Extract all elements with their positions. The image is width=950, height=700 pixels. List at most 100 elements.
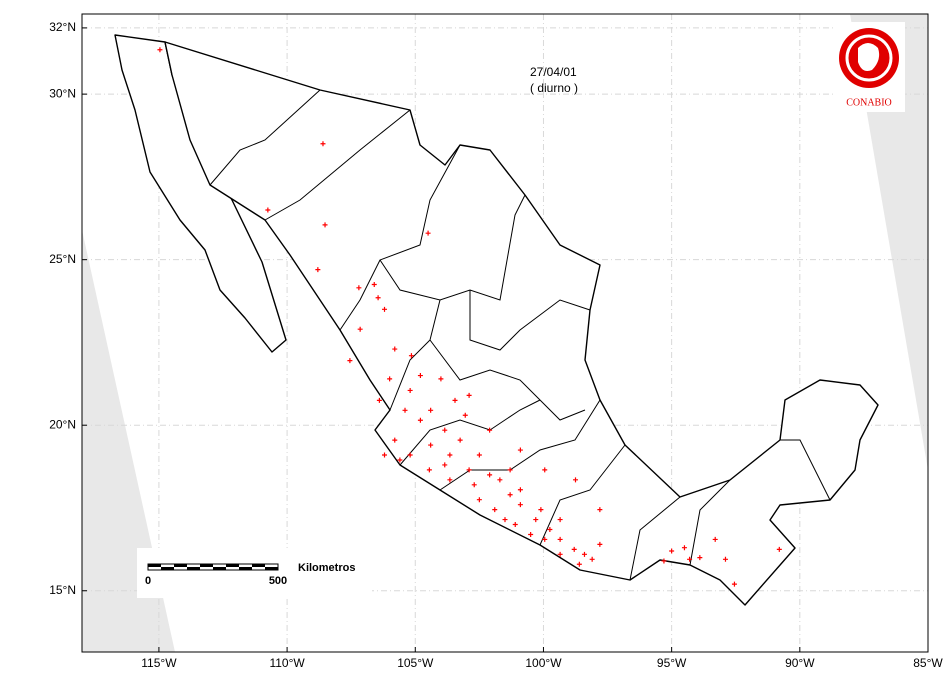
hotspot — [417, 373, 423, 379]
hotspot — [408, 353, 414, 359]
scale-box — [137, 548, 372, 598]
hotspot — [487, 472, 493, 478]
hotspot — [487, 427, 493, 433]
hotspot — [576, 561, 582, 567]
hotspot — [382, 306, 388, 312]
scale-bar-checks — [148, 564, 278, 570]
hotspot — [462, 412, 468, 418]
hotspot — [597, 541, 603, 547]
hotspot — [382, 452, 388, 458]
state-borders — [209, 89, 831, 581]
frame — [81, 13, 929, 653]
hotspot — [371, 281, 377, 287]
hotspot — [476, 452, 482, 458]
hotspot — [731, 581, 737, 587]
logo-text: CONABIO — [846, 97, 892, 108]
hotspot — [442, 462, 448, 468]
hotspot — [407, 452, 413, 458]
hotspot — [517, 502, 523, 508]
hotspot — [528, 531, 534, 537]
scale-bar: 0 500 Kilometros — [137, 548, 372, 598]
hotspot — [447, 452, 453, 458]
hotspot — [492, 507, 498, 513]
hotspot — [687, 556, 693, 562]
hotspot — [428, 407, 434, 413]
date-label: 27/04/01 — [530, 65, 577, 79]
swath-edge — [850, 14, 928, 470]
y-tick-label: 20°N — [49, 417, 76, 431]
hotspot — [347, 358, 353, 364]
hotspot — [417, 417, 423, 423]
hotspot — [697, 555, 703, 561]
hotspot — [397, 457, 403, 463]
x-tick-label: 100°W — [525, 656, 562, 670]
hotspot — [512, 522, 518, 528]
hotspot — [507, 467, 513, 473]
logo: CONABIO — [833, 22, 905, 112]
hotspot — [466, 392, 472, 398]
hotspot — [452, 397, 458, 403]
hotspot — [457, 437, 463, 443]
hotspot — [507, 492, 513, 498]
hotspot — [557, 536, 563, 542]
y-tick-label: 15°N — [49, 583, 76, 597]
hotspot — [392, 346, 398, 352]
hotspot — [315, 267, 321, 273]
hotspot — [466, 467, 472, 473]
hotspot — [573, 477, 578, 483]
hotspot — [547, 526, 553, 532]
hotspot — [517, 487, 523, 493]
hotspot — [681, 545, 687, 551]
hotspot — [442, 427, 448, 433]
hotspot — [425, 230, 431, 236]
scale-start: 0 — [145, 575, 151, 587]
x-tick-label: 90°W — [785, 656, 815, 670]
hotspot — [392, 437, 398, 443]
x-tick-label: 85°W — [913, 656, 943, 670]
hotspot — [557, 517, 563, 523]
hotspot — [712, 536, 718, 542]
y-tick-label: 32°N — [49, 20, 76, 34]
hotspot — [357, 326, 363, 332]
period-label: ( diurno ) — [530, 81, 578, 95]
x-tick-label: 95°W — [657, 656, 687, 670]
hotspot — [581, 551, 587, 557]
hotspot — [517, 447, 523, 453]
hotspot — [533, 517, 539, 523]
hotspot — [538, 507, 544, 513]
hotspots — [157, 47, 782, 587]
hotspot — [597, 507, 603, 513]
mexico-mainland — [164, 41, 879, 606]
hotspot — [589, 556, 595, 562]
hotspot — [502, 517, 508, 523]
scale-label: Kilometros — [298, 562, 355, 574]
hotspot — [542, 467, 548, 473]
hotspot — [669, 548, 675, 554]
hotspot — [375, 295, 381, 301]
hotspot — [542, 536, 548, 542]
hotspot — [722, 556, 728, 562]
hotspot — [407, 387, 413, 393]
hotspot — [426, 467, 432, 473]
y-tick-label: 25°N — [49, 252, 76, 266]
hotspot — [322, 222, 328, 228]
hotspot — [356, 285, 362, 291]
hotspot — [376, 397, 382, 403]
hotspot — [476, 497, 482, 503]
hotspot — [776, 546, 782, 552]
hotspot — [438, 376, 444, 382]
hotspot — [557, 551, 563, 557]
y-tick-label: 30°N — [49, 86, 76, 100]
hotspot — [320, 141, 326, 147]
hotspot — [661, 558, 667, 564]
x-tick-label: 105°W — [397, 656, 434, 670]
hotspot — [428, 442, 434, 448]
hotspot — [157, 47, 163, 53]
hotspot — [471, 482, 477, 488]
hotspot — [447, 477, 453, 483]
scale-end: 500 — [269, 575, 287, 587]
hotspot — [387, 376, 393, 382]
x-tick-label: 110°W — [269, 656, 305, 670]
hotspot — [265, 207, 271, 213]
